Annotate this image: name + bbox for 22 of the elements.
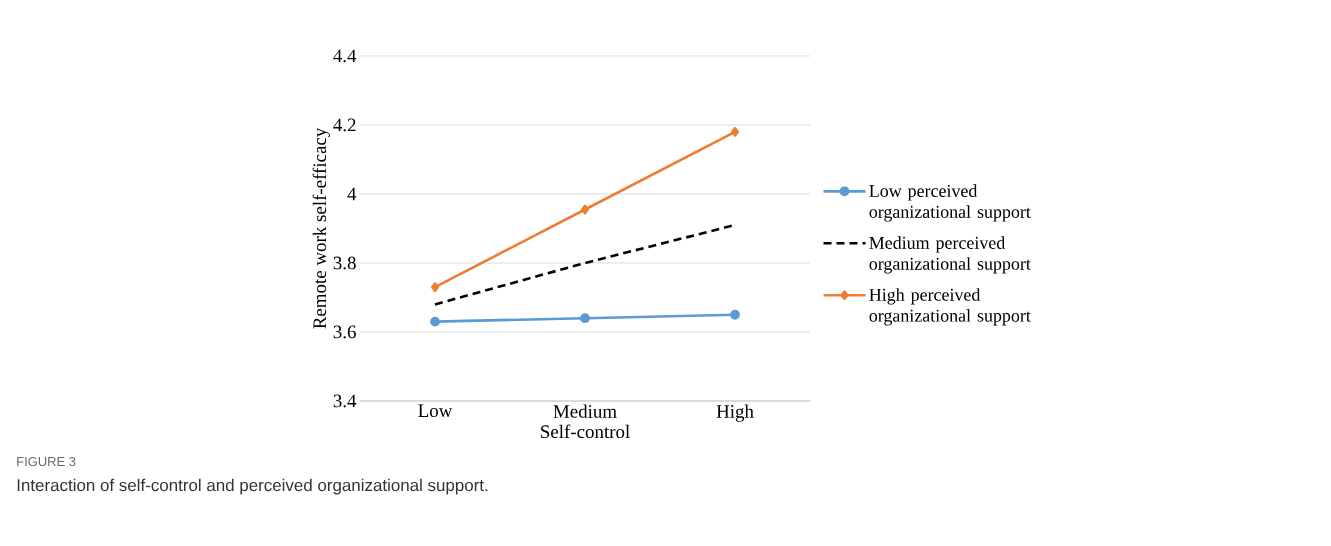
y-axis-title: Remote work self-efficacy	[312, 127, 330, 329]
y-tick-label: 4.4	[333, 49, 357, 63]
point	[430, 316, 440, 327]
x-tick-label: Medium	[553, 404, 617, 418]
y-tick-label: 3.8	[333, 256, 356, 270]
point	[431, 282, 440, 293]
text: Interaction of self-control and perceived organizational support.	[17, 478, 488, 495]
legend-label: High perceived organizational support	[869, 288, 1031, 326]
point	[730, 309, 740, 320]
legend-label: Medium perceived organizational support	[869, 236, 1031, 274]
y-tick-label: 3.6	[333, 325, 356, 339]
point	[731, 126, 740, 137]
y-tick-label: 3.4	[333, 394, 357, 408]
x-tick-label: High	[716, 404, 754, 422]
point	[580, 313, 590, 324]
legend-label: Low perceived organizational support	[869, 184, 1031, 222]
x-tick-label: Low	[418, 404, 453, 418]
y-tick-label: 4.2	[333, 118, 356, 132]
point	[581, 204, 590, 215]
y-tick-label: 4	[347, 187, 357, 201]
text: FIGURE 3	[17, 456, 76, 467]
x-axis-title: Self-control	[541, 424, 630, 439]
